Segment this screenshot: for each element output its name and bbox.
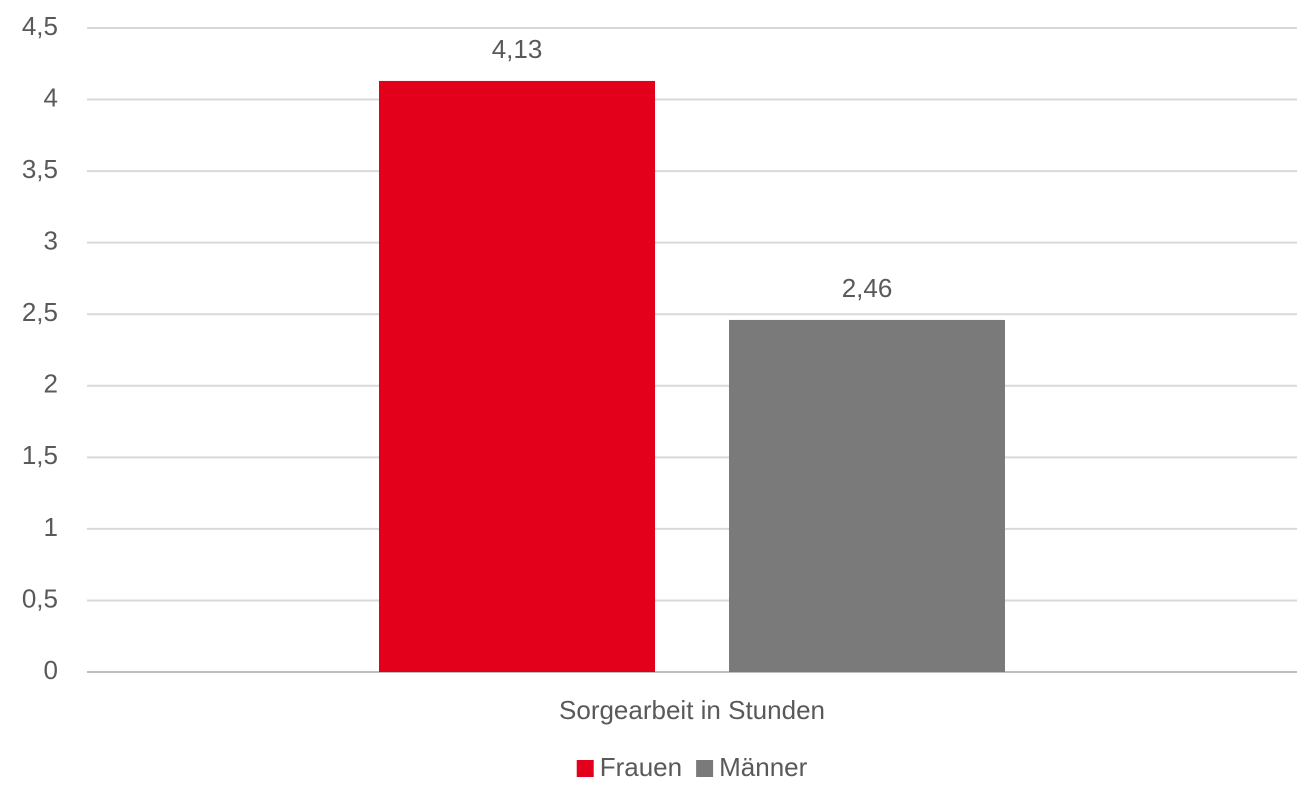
y-tick-label: 0 — [44, 655, 58, 685]
data-label: 2,46 — [842, 273, 893, 303]
y-tick-label: 2,5 — [22, 297, 58, 327]
legend-label: Männer — [719, 752, 807, 782]
x-tick-label: Sorgearbeit in Stunden — [559, 695, 825, 725]
y-tick-label: 1,5 — [22, 440, 58, 470]
legend-label: Frauen — [600, 752, 682, 782]
y-tick-label: 3,5 — [22, 154, 58, 184]
y-tick-label: 0,5 — [22, 583, 58, 613]
bar — [729, 319, 1005, 672]
legend-swatch — [576, 760, 594, 777]
y-tick-label: 4,5 — [22, 11, 58, 41]
legend-swatch — [696, 760, 714, 777]
y-tick-label: 2 — [44, 369, 58, 399]
y-tick-label: 1 — [44, 512, 58, 542]
y-tick-label: 3 — [44, 226, 58, 256]
y-tick-label: 4 — [44, 82, 58, 112]
bar — [379, 80, 655, 672]
data-label: 4,13 — [492, 34, 543, 64]
